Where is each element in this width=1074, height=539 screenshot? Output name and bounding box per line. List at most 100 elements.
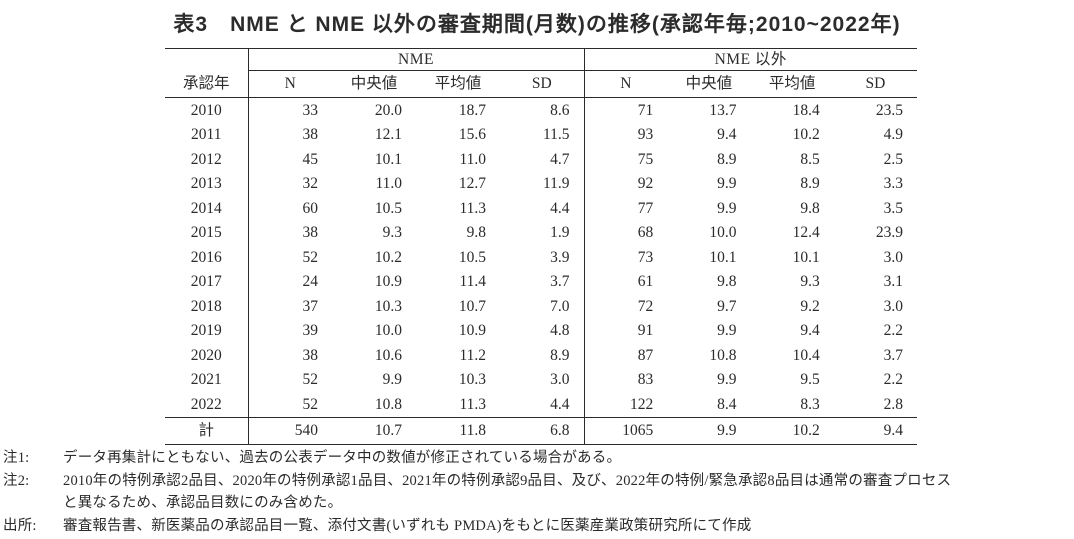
table-body: 2010 33 20.0 18.7 8.6 71 13.7 18.4 23.5 2011 38 12.…	[165, 97, 918, 444]
data-row: 2012 45 10.1 11.0 4.7 75 8.9 8.5 2.5	[165, 147, 917, 172]
year-cell: 2022	[165, 392, 249, 417]
value-cell: 10.9	[374, 273, 402, 291]
value-cell: 9.9	[717, 371, 737, 389]
value-cell: 39	[302, 322, 319, 340]
data-row: 2020 38 10.6 11.2 8.9 87 10.8 10.4 3.7	[165, 343, 917, 368]
value-cell: 10.5	[374, 199, 402, 217]
value-cell: 10.1	[792, 248, 820, 266]
data-row: 2021 52 9.9 10.3 3.0 83 9.9 9.5 2.2	[165, 367, 917, 392]
table-title: 表3 NME と NME 以外の審査期間(月数)の推移(承認年毎;2010~20…	[173, 13, 901, 36]
data-row: 2011 38 12.1 15.6 11.5 93 9.4 10.2 4.9	[165, 122, 917, 147]
value-cell: 52	[302, 371, 319, 389]
total-row: 計 540 10.7 11.8 6.8 1065 9.9 10.2 9.4	[165, 416, 918, 444]
value-cell: 61	[637, 273, 654, 291]
value-cell: 12.7	[458, 175, 486, 193]
review-period-table: 承認年 NME NME 以外 N 中央値 平均値 SD N 中央値 平均値 SD…	[165, 48, 918, 445]
data-row: 2016 52 10.2 10.5 3.9 73 10.1 10.1 3.0	[165, 245, 917, 270]
value-cell: 10.2	[750, 416, 834, 444]
value-cell: 9.9	[717, 322, 737, 340]
value-cell: 11.0	[375, 175, 402, 193]
value-cell: 11.0	[459, 150, 486, 168]
data-row: 2017 24 10.9 11.4 3.7 61 9.8 9.3 3.1	[165, 269, 917, 294]
value-cell: 10.3	[458, 371, 486, 389]
value-cell: 6.8	[500, 416, 585, 444]
value-cell: 10.1	[709, 248, 737, 266]
value-cell: 4.4	[500, 392, 585, 417]
year-column-header: 承認年	[165, 48, 249, 98]
value-cell: 93	[637, 126, 654, 144]
value-cell: 12.1	[374, 126, 402, 144]
value-cell: 3.7	[883, 346, 904, 364]
non-nme-group-header: NME 以外	[584, 48, 918, 71]
footnote-1-label: 注1:	[3, 450, 30, 466]
col-header-nonnme-median: 中央値	[667, 70, 751, 98]
value-cell: 11.3	[459, 395, 486, 413]
footnote-1: 注1: データ再集計にともない、過去の公表データ中の数値が修正されている場合があ…	[3, 447, 1071, 470]
value-cell: 9.7	[717, 297, 737, 315]
value-cell: 83	[637, 371, 654, 389]
value-cell: 11.4	[459, 273, 486, 291]
value-cell: 9.9	[717, 175, 737, 193]
value-cell: 4.7	[500, 147, 585, 172]
value-cell: 72	[637, 297, 654, 315]
value-cell: 9.4	[717, 126, 737, 144]
value-cell: 20.0	[374, 101, 402, 119]
footnote-2: 注2: 2010年の特例承認2品目、2020年の特例承認1品目、2021年の特例…	[3, 470, 1071, 515]
value-cell: 52	[302, 248, 319, 266]
year-cell: 2010	[165, 97, 249, 123]
value-cell: 9.4	[833, 416, 918, 444]
value-cell: 11.8	[416, 416, 500, 444]
value-cell: 10.7	[332, 416, 416, 444]
col-header-nonnme-sd: SD	[833, 70, 918, 98]
value-cell: 8.5	[800, 150, 820, 168]
value-cell: 52	[302, 395, 319, 413]
value-cell: 10.8	[374, 395, 402, 413]
value-cell: 10.1	[374, 150, 402, 168]
year-cell: 計	[165, 416, 249, 444]
data-row: 2013 32 11.0 12.7 11.9 92 9.9 8.9 3.3	[165, 171, 917, 196]
value-cell: 91	[637, 322, 654, 340]
value-cell: 540	[248, 416, 332, 444]
value-cell: 10.3	[374, 297, 402, 315]
source-note-label: 出所:	[3, 517, 37, 534]
data-row: 2015 38 9.3 9.8 1.9 68 10.0 12.4 23.9	[165, 220, 917, 245]
value-cell: 11.9	[500, 171, 585, 196]
value-cell: 10.6	[374, 346, 402, 364]
year-cell: 2020	[165, 343, 249, 368]
col-header-nme-n: N	[248, 70, 332, 98]
value-cell: 9.3	[382, 224, 402, 242]
col-header-nme-sd: SD	[500, 70, 585, 98]
source-note-text: 審査報告書、新医薬品の承認品目一覧、添付文書(いずれも PMDA)をもとに医薬産…	[63, 517, 752, 534]
data-row: 2018 37 10.3 10.7 7.0 72 9.7 9.2 3.0	[165, 294, 917, 319]
value-cell: 9.5	[800, 371, 820, 389]
value-cell: 38	[302, 224, 319, 242]
value-cell: 8.9	[717, 150, 737, 168]
value-cell: 8.6	[500, 97, 585, 123]
value-cell: 3.0	[883, 297, 904, 315]
value-cell: 15.6	[458, 126, 486, 144]
year-cell: 2011	[165, 122, 249, 147]
year-cell: 2015	[165, 220, 249, 245]
value-cell: 9.9	[382, 371, 402, 389]
value-cell: 10.8	[709, 346, 737, 364]
value-cell: 2.2	[883, 322, 904, 340]
value-cell: 9.8	[800, 199, 820, 217]
footnote-2-text-line-2: と異なるため、承認品目数にのみ含めた。	[63, 495, 343, 511]
value-cell: 11.2	[459, 346, 486, 364]
value-cell: 71	[637, 101, 654, 119]
year-cell: 2019	[165, 318, 249, 343]
value-cell: 8.9	[800, 175, 820, 193]
value-cell: 10.2	[374, 248, 402, 266]
value-cell: 10.5	[458, 248, 486, 266]
value-cell: 3.7	[500, 269, 585, 294]
value-cell: 68	[637, 224, 654, 242]
data-row: 2014 60 10.5 11.3 4.4 77 9.9 9.8 3.5	[165, 196, 917, 221]
value-cell: 9.4	[800, 322, 820, 340]
year-cell: 2021	[165, 367, 249, 392]
group-header-row: 承認年 NME NME 以外	[165, 48, 918, 98]
value-cell: 3.0	[500, 367, 585, 392]
value-cell: 9.8	[717, 273, 737, 291]
value-cell: 12.4	[792, 224, 820, 242]
year-cell: 2013	[165, 171, 249, 196]
